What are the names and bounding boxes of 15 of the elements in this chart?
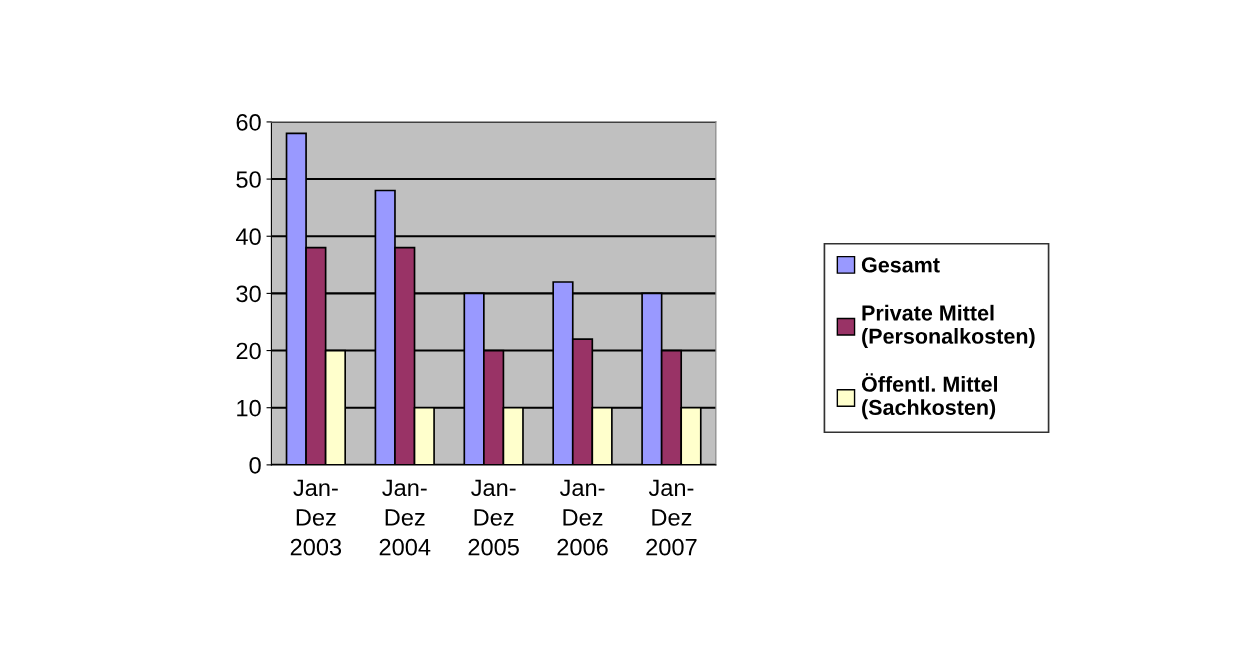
x-tick-label: Jan- Dez 2005 — [468, 479, 519, 556]
legend-label: Gesamt — [861, 257, 940, 273]
x-tick-label: Jan- Dez 2006 — [557, 479, 608, 556]
legend-label: Private Mittel (Personalkosten) — [862, 304, 1035, 349]
y-tick-label: 30 — [236, 285, 261, 303]
y-tick-label: 0 — [249, 456, 261, 474]
y-tick-label: 10 — [237, 399, 261, 417]
x-tick-label: Jan- Dez 2007 — [646, 479, 697, 556]
y-tick-label: 50 — [236, 171, 261, 188]
legend-label: Öffentl. Mittel (Sachkosten) — [861, 373, 998, 420]
y-tick-label: 20 — [236, 342, 261, 360]
x-tick-label: Jan- Dez 2004 — [379, 479, 431, 556]
y-tick-label: 60 — [236, 113, 261, 131]
y-tick-label: 40 — [235, 228, 261, 246]
x-tick-label: Jan- Dez 2003 — [290, 479, 342, 556]
